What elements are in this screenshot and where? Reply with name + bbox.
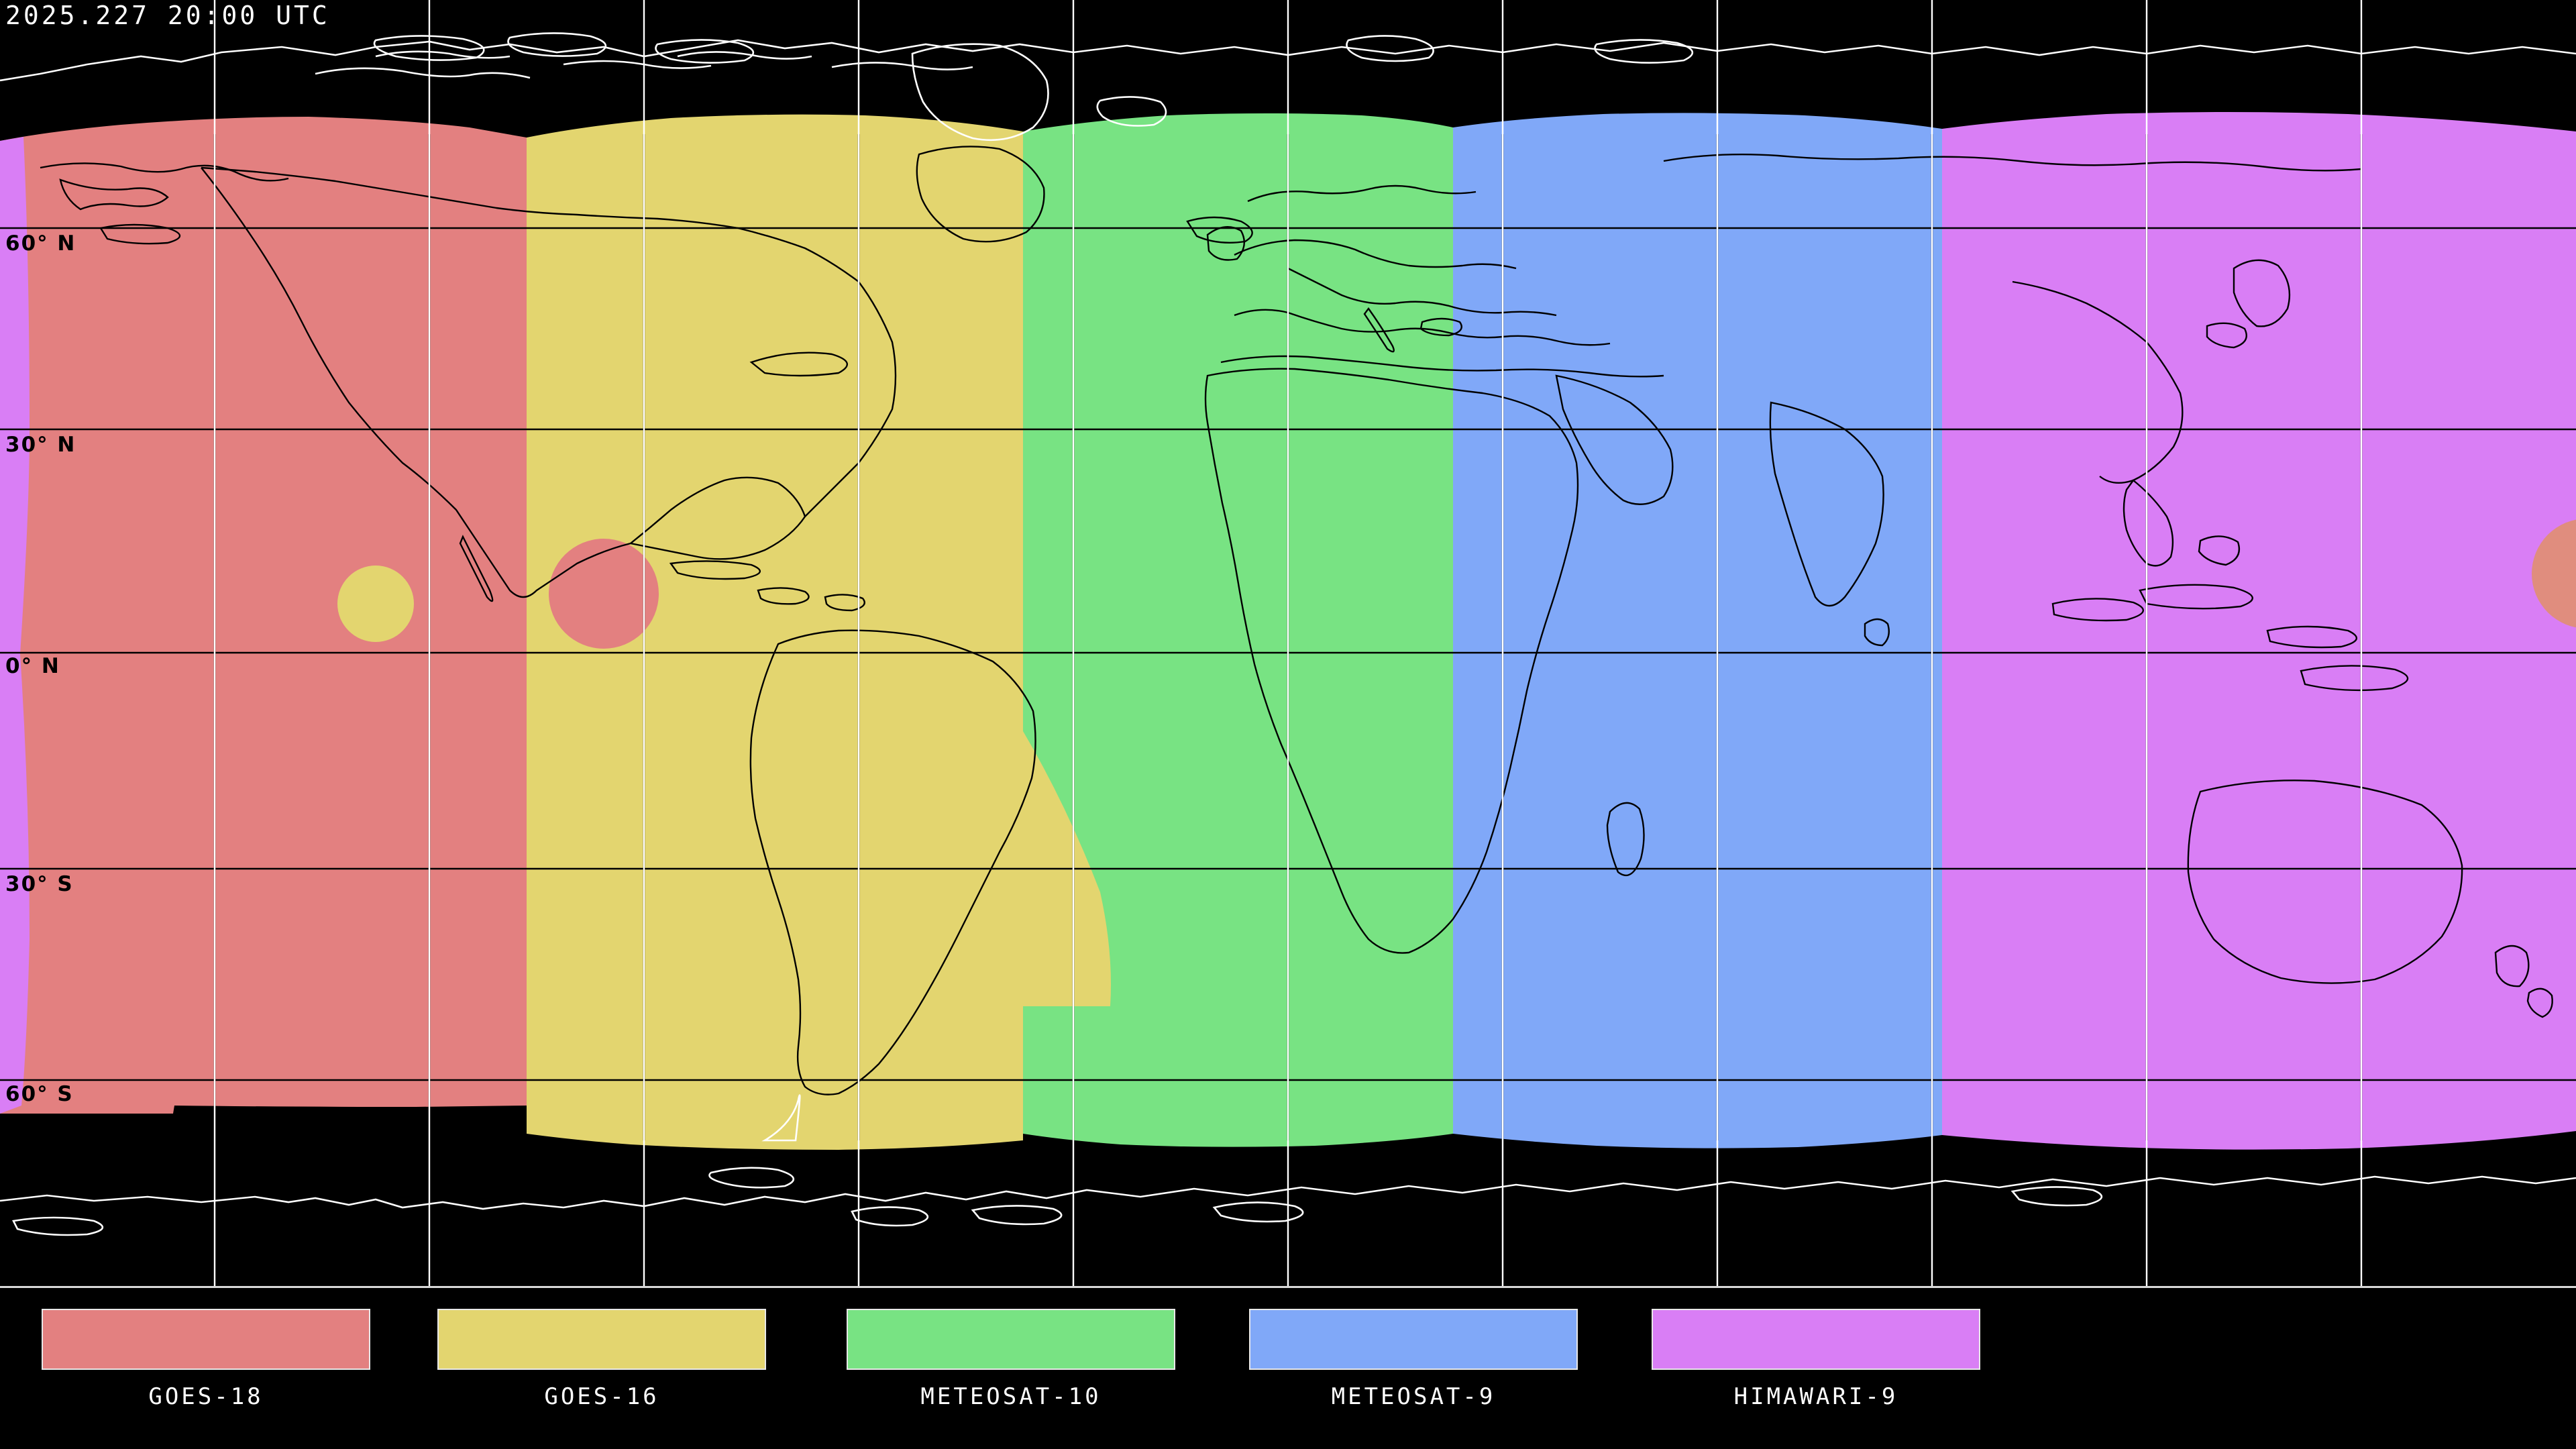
world-coverage-map[interactable]: 2025.227 20:00 UTC 60° N 30° N 0° N 30° … bbox=[0, 0, 2576, 1287]
legend-item-goes-16[interactable]: GOES-16 bbox=[437, 1289, 766, 1449]
legend-swatch bbox=[847, 1309, 1175, 1370]
lat-label-60s: 60° S bbox=[5, 1082, 74, 1106]
legend-item-goes-18[interactable]: GOES-18 bbox=[42, 1289, 370, 1449]
legend-label: HIMAWARI-9 bbox=[1733, 1383, 1898, 1410]
graticule-over-background bbox=[213, 0, 2363, 1287]
satellite-legend: GOES-18 GOES-16 METEOSAT-10 METEOSAT-9 H… bbox=[0, 1289, 2576, 1449]
coastlines-outside-coverage bbox=[0, 32, 2576, 1236]
lat-label-0n: 0° N bbox=[5, 654, 60, 678]
legend-swatch bbox=[437, 1309, 766, 1370]
legend-swatch bbox=[42, 1309, 370, 1370]
legend-swatch bbox=[1652, 1309, 1980, 1370]
legend-label: METEOSAT-10 bbox=[920, 1383, 1102, 1410]
timestamp-label: 2025.227 20:00 UTC bbox=[5, 1, 330, 30]
legend-label: GOES-18 bbox=[148, 1383, 264, 1410]
coverage-meteosat-9 bbox=[1453, 113, 1942, 1148]
lat-label-30s: 30° S bbox=[5, 872, 74, 896]
legend-separator bbox=[0, 1286, 2576, 1288]
coverage-goes-18 bbox=[0, 117, 527, 1114]
coastlines-inside-coverage bbox=[40, 146, 2553, 1095]
map-canvas bbox=[0, 0, 2576, 1287]
legend-label: GOES-16 bbox=[544, 1383, 659, 1410]
legend-swatch bbox=[1249, 1309, 1578, 1370]
coverage-himawari-9 bbox=[1942, 112, 2576, 1150]
goes18-nadir-right-edge bbox=[2532, 519, 2576, 628]
legend-item-himawari-9[interactable]: HIMAWARI-9 bbox=[1652, 1289, 1980, 1449]
legend-item-meteosat-9[interactable]: METEOSAT-9 bbox=[1249, 1289, 1578, 1449]
coverage-meteosat-10 bbox=[1023, 113, 1453, 1147]
coverage-regions bbox=[0, 112, 2576, 1150]
goes18-nadir-in-goes16 bbox=[549, 539, 659, 649]
legend-item-meteosat-10[interactable]: METEOSAT-10 bbox=[847, 1289, 1175, 1449]
lat-label-30n: 30° N bbox=[5, 433, 76, 457]
legend-label: METEOSAT-9 bbox=[1331, 1383, 1496, 1410]
goes16-nadir-in-goes18 bbox=[337, 566, 414, 642]
lat-label-60n: 60° N bbox=[5, 231, 76, 256]
subsatellite-markers bbox=[337, 519, 2576, 649]
